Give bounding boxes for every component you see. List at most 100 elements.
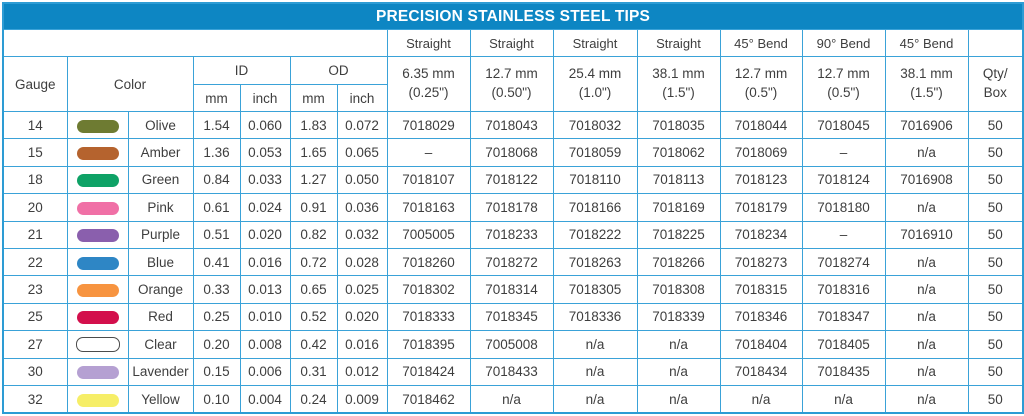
part-number-cell: 7018435 <box>801 357 886 386</box>
color-swatch-blue <box>76 256 119 270</box>
part-number-cell: 7018433 <box>469 357 554 386</box>
gauge-cell: 23 <box>2 275 68 304</box>
color-swatch-lavender <box>76 366 119 380</box>
part-number-cell: 7018122 <box>469 165 554 195</box>
part-number-cell: 7018179 <box>719 193 803 222</box>
id-mm-cell: 0.33 <box>192 275 241 304</box>
part-number-cell: 7018305 <box>552 275 638 304</box>
part-number-cell: 7018405 <box>801 330 886 359</box>
od-mm-cell: 1.27 <box>289 165 338 195</box>
id-mm-cell: 0.61 <box>192 193 241 222</box>
part-number-cell: 7018260 <box>386 247 471 277</box>
od-mm-cell: 0.24 <box>289 384 338 414</box>
table-row-gauge-23: 23 Orange 0.33 0.013 0.65 0.025 7018302 7018314… <box>2 275 1024 304</box>
part-number-cell: 7018166 <box>552 193 638 222</box>
od-mm-cell: 0.72 <box>289 247 338 277</box>
part-number-cell: 7018347 <box>801 302 886 332</box>
part-number-cell: – <box>801 138 886 167</box>
color-name-cell: Pink <box>127 193 194 222</box>
color-swatch-olive <box>76 119 119 133</box>
part-number-cell: 7018123 <box>719 165 803 195</box>
od-mm-cell: 0.65 <box>289 275 338 304</box>
color-swatch-orange <box>76 283 119 297</box>
part-number-cell: 7018163 <box>386 193 471 222</box>
od-inch-cell: 0.016 <box>336 330 388 359</box>
qty-box-cell: 50 <box>967 165 1024 195</box>
part-number-cell: 7018345 <box>469 302 554 332</box>
color-swatch-purple <box>76 229 119 243</box>
id-mm-cell: 0.51 <box>192 220 241 249</box>
qty-box-cell: 50 <box>967 110 1024 140</box>
color-swatch-clear <box>75 337 120 353</box>
qty-box-cell: 50 <box>967 193 1024 222</box>
tip-column-size-4: 38.1 mm (1.5") <box>636 56 721 112</box>
part-number-cell: 7018032 <box>552 110 638 140</box>
header-row-tip-types: Straight Straight Straight Straight 45° Bend… <box>2 29 1024 57</box>
tip-column-size-2: 12.7 mm (0.50") <box>469 56 554 112</box>
id-inch-cell: 0.024 <box>239 193 291 222</box>
id-mm-cell: 0.15 <box>192 357 241 386</box>
part-number-cell: 7018333 <box>386 302 471 332</box>
color-name-cell: Red <box>127 302 194 332</box>
id-mm-cell: 0.84 <box>192 165 241 195</box>
id-inch-cell: 0.010 <box>239 302 291 332</box>
part-number-cell: 7018169 <box>636 193 721 222</box>
color-swatch-green <box>76 174 119 188</box>
od-inch-cell: 0.065 <box>336 138 388 167</box>
part-number-cell: – <box>801 220 886 249</box>
id-inch-cell: 0.060 <box>239 110 291 140</box>
part-number-cell: 7016908 <box>884 165 969 195</box>
table-row-gauge-21: 21 Purple 0.51 0.020 0.82 0.032 7005005 7018233… <box>2 220 1024 249</box>
part-number-cell: 7018316 <box>801 275 886 304</box>
part-number-cell: 7018233 <box>469 220 554 249</box>
part-number-cell: 7018044 <box>719 110 803 140</box>
part-number-cell: 7018043 <box>469 110 554 140</box>
id-mm-cell: 0.41 <box>192 247 241 277</box>
tip-column-size-1: 6.35 mm (0.25") <box>386 56 471 112</box>
tip-column-size-5: 12.7 mm (0.5") <box>719 56 803 112</box>
column-header-id-inch: inch <box>239 84 291 112</box>
part-number-cell: n/a <box>469 384 554 414</box>
id-inch-cell: 0.016 <box>239 247 291 277</box>
part-number-cell: 7018339 <box>636 302 721 332</box>
color-swatch-pink <box>76 201 119 215</box>
od-inch-cell: 0.032 <box>336 220 388 249</box>
table-row-gauge-18: 18 Green 0.84 0.033 1.27 0.050 7018107 7018122 7… <box>2 165 1024 195</box>
tip-column-type-5: 45° Bend <box>719 29 803 57</box>
color-name-cell: Blue <box>127 247 194 277</box>
qty-box-cell: 50 <box>967 357 1024 386</box>
part-number-cell: n/a <box>552 330 638 359</box>
id-inch-cell: 0.033 <box>239 165 291 195</box>
page-title: PRECISION STAINLESS STEEL TIPS <box>2 2 1024 30</box>
part-number-cell: n/a <box>552 384 638 414</box>
header-row-units: mm inch mm inch <box>3 84 1023 112</box>
tip-column-size-3: 25.4 mm (1.0") <box>552 56 638 112</box>
part-number-cell: 7018107 <box>386 165 471 195</box>
table-row-gauge-32: 32 Yellow 0.10 0.004 0.24 0.009 7018462 n/a n/a n… <box>2 384 1024 414</box>
gauge-cell: 27 <box>2 330 68 359</box>
color-swatch-cell <box>66 357 129 386</box>
od-inch-cell: 0.050 <box>336 165 388 195</box>
part-number-cell: n/a <box>884 302 969 332</box>
color-swatch-cell <box>66 220 129 249</box>
table-row-gauge-20: 20 Pink 0.61 0.024 0.91 0.036 7018163 7018178 70… <box>2 193 1024 222</box>
part-number-cell: 7018180 <box>801 193 886 222</box>
part-number-cell: 7018222 <box>552 220 638 249</box>
od-inch-cell: 0.012 <box>336 357 388 386</box>
id-inch-cell: 0.053 <box>239 138 291 167</box>
part-number-cell: n/a <box>636 384 721 414</box>
od-mm-cell: 0.31 <box>289 357 338 386</box>
part-number-cell: 7018404 <box>719 330 803 359</box>
tip-column-size-6: 12.7 mm (0.5") <box>801 56 886 112</box>
id-mm-cell: 0.25 <box>192 302 241 332</box>
column-header-gauge: Gauge <box>2 56 68 112</box>
gauge-cell: 18 <box>2 165 68 195</box>
part-number-cell: 7018113 <box>636 165 721 195</box>
column-header-od: OD <box>289 56 388 85</box>
part-number-cell: 7018314 <box>469 275 554 304</box>
part-number-cell: 7018424 <box>386 357 471 386</box>
color-swatch-cell <box>66 165 129 195</box>
table-row-gauge-14: 14 Olive 1.54 0.060 1.83 0.072 7018029 7018043 7… <box>2 110 1024 140</box>
part-number-cell: 7018346 <box>719 302 803 332</box>
od-mm-cell: 0.42 <box>289 330 338 359</box>
